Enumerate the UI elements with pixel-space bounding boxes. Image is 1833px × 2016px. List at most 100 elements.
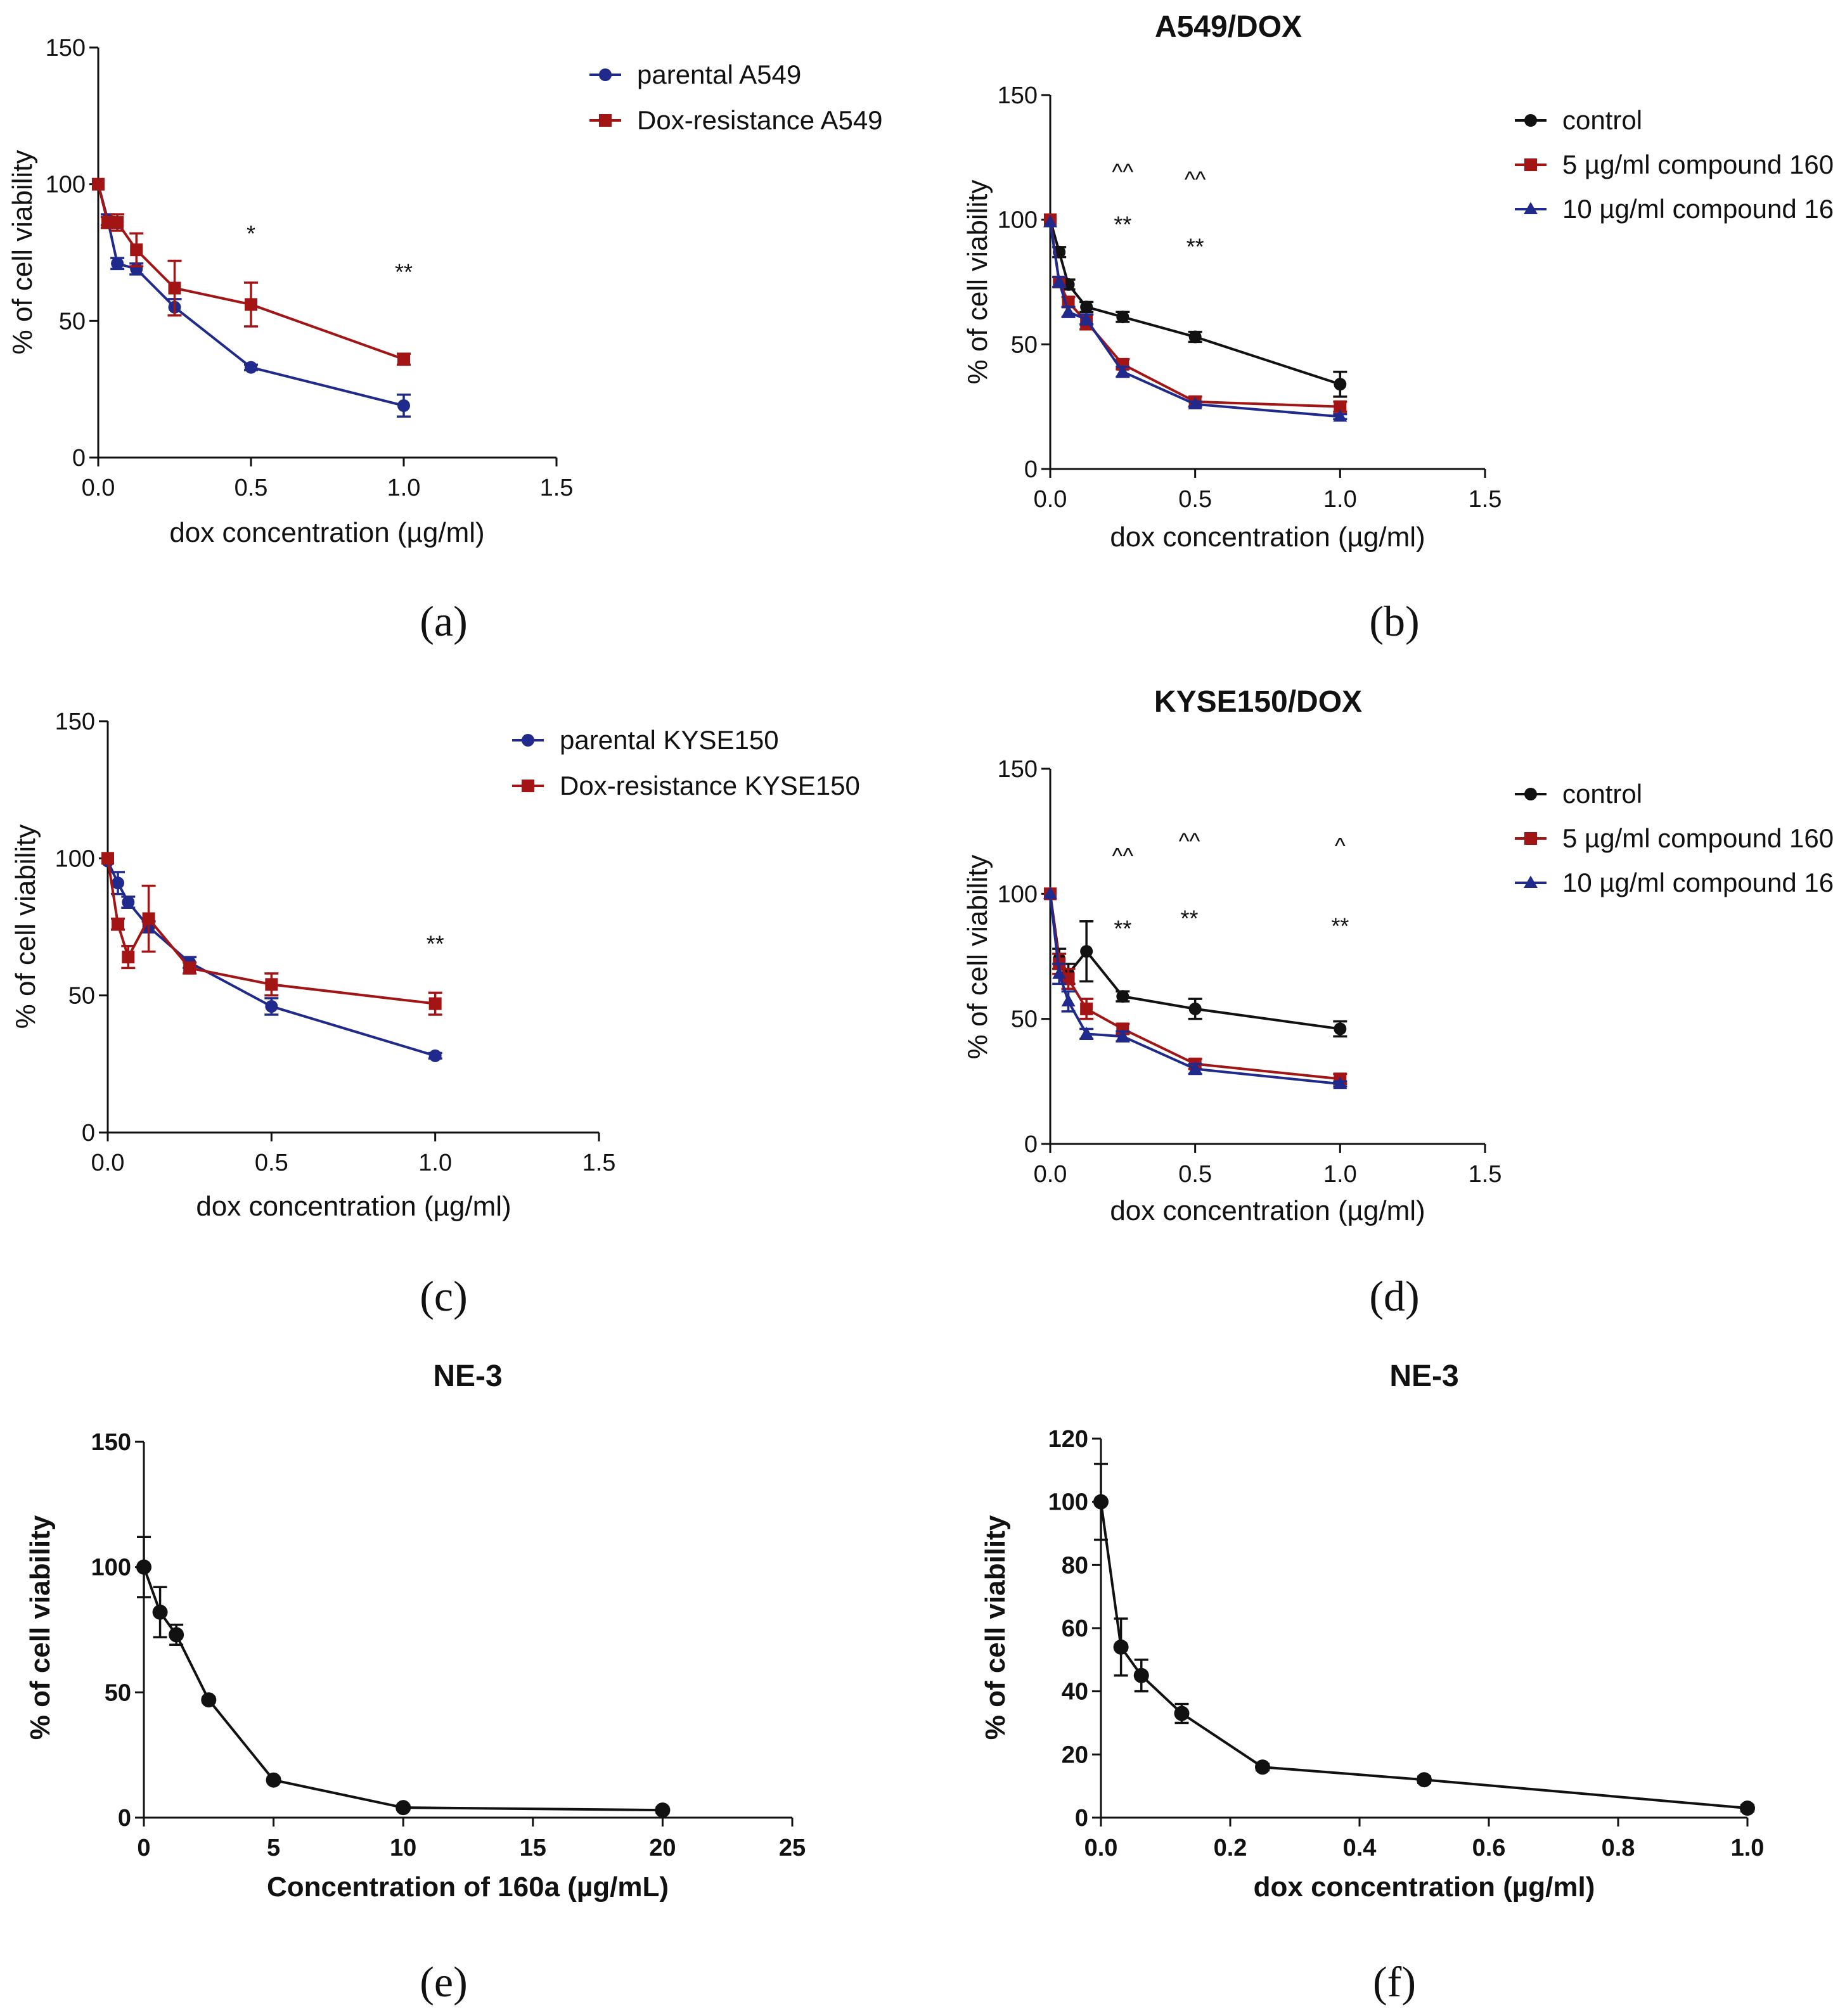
y-axis-label: % of cell viability [10,825,41,1029]
data-point [112,876,125,890]
y-tick-label: 50 [59,308,86,335]
chart-title: NE-3 [1389,1359,1458,1393]
data-point [265,978,278,991]
x-tick-label: 1.5 [540,475,574,501]
data-point [1740,1801,1755,1816]
data-point [1188,330,1202,343]
legend-label: 5 µg/ml compound 160a [1562,823,1833,853]
panel-label: (a) [420,597,467,645]
legend-label: 10 µg/ml compound 160a [1562,868,1833,897]
series-line [97,184,404,361]
legend-marker [599,68,612,81]
y-tick-label: 150 [46,35,86,61]
y-tick-label: 150 [55,709,95,735]
data-point [397,399,410,413]
legend-label: control [1562,779,1642,809]
y-tick-label: 100 [998,881,1038,908]
data-point [169,1627,184,1643]
legend-label: 10 µg/ml compound 160a [1562,194,1833,224]
x-tick-label: 0.5 [235,475,268,501]
x-tick-label: 10 [390,1835,416,1861]
data-point [1080,300,1093,314]
data-point [201,1692,217,1708]
significance-marker: ** [1187,234,1204,260]
x-axis-label: dox concentration (µg/ml) [1254,1872,1595,1903]
x-tick-label: 0.0 [1034,1161,1067,1188]
x-tick-label: 1.0 [387,475,421,501]
data-point [1061,994,1076,1007]
series-1 [101,852,442,1016]
data-point [1334,1022,1347,1036]
significance-marker: ** [1114,211,1131,237]
series-2 [1043,215,1347,422]
chart-title: NE-3 [433,1359,502,1393]
data-point [266,1772,281,1788]
data-point [1116,364,1130,377]
data-point [152,1604,168,1620]
data-point [111,257,124,270]
x-axis-label: dox concentration (µg/ml) [1110,1195,1425,1226]
y-axis-label: % of cell viability [962,855,993,1060]
legend-marker [1524,832,1537,845]
panel-label: (c) [420,1272,467,1320]
data-point [101,852,114,865]
x-axis-label: dox concentration (µg/ml) [196,1191,511,1222]
y-tick-label: 80 [1062,1552,1088,1579]
legend-label: Dox-resistance A549 [637,105,883,135]
x-tick-label: 1.5 [582,1150,616,1176]
series-line [1100,1501,1748,1810]
panel-label: (d) [1369,1272,1419,1320]
significance-marker: ** [395,259,413,285]
data-point [183,961,196,975]
data-point [1079,1026,1094,1039]
x-tick-label: 1.0 [1323,486,1357,513]
data-point [1052,274,1067,287]
x-tick-label: 25 [779,1835,806,1861]
data-point [1255,1759,1270,1775]
chart-panel-c: 0.0 0.5 1.0 1.5 0 50 100 150 dox concentration (… [10,709,860,1320]
y-tick-label: 50 [105,1679,131,1706]
series-2 [1043,886,1347,1089]
legend-label: 5 µg/ml compound 160a [1562,150,1833,179]
x-tick-label: 0.5 [1178,486,1212,513]
panel-label: (f) [1373,1958,1416,2006]
legend-marker [522,780,534,792]
significance-marker: ^ [1335,833,1346,859]
y-tick-label: 100 [91,1555,131,1581]
data-point [1333,409,1347,422]
legend-marker [1524,788,1537,800]
series-line [106,860,436,1057]
significance-marker: ^^ [1185,167,1206,193]
data-point [1116,1029,1130,1042]
data-point [396,1800,411,1816]
x-tick-label: 5 [267,1835,280,1861]
data-point [112,918,125,931]
data-point [1113,1639,1129,1655]
legend-marker [599,114,612,127]
chart-panel-f: 0.0 0.2 0.4 0.6 0.8 1.0 0 20 40 60 80 100 120 dox con… [980,1359,1764,2006]
panel-label: (e) [420,1958,467,2006]
y-axis-label: % of cell viability [7,150,38,355]
significance-marker: ^^ [1112,159,1133,185]
x-tick-label: 0.5 [255,1150,288,1176]
y-tick-label: 50 [1011,1006,1038,1033]
chart-title: A549/DOX [1155,10,1302,44]
y-tick-label: 100 [55,845,95,872]
y-tick-label: 150 [998,82,1038,109]
x-tick-label: 0.6 [1472,1835,1506,1861]
data-point [111,216,124,229]
x-tick-label: 1.0 [1323,1161,1357,1188]
x-axis-label: dox concentration (µg/ml) [1110,522,1425,553]
chart-panel-a: 0.0 0.5 1.0 1.5 0 50 100 150 dox concentration (… [7,35,883,645]
data-point [1043,886,1057,899]
legend-marker [1524,158,1537,171]
chart-panel-b: 0.0 0.5 1.0 1.5 0 50 100 150 dox concentration (… [962,10,1833,645]
y-tick-label: 0 [1024,1131,1038,1158]
data-point [1043,215,1057,228]
data-point [1079,312,1094,324]
y-tick-label: 120 [1048,1426,1088,1453]
data-point [1080,945,1093,958]
significance-marker: ^^ [1112,843,1133,869]
data-point [265,999,278,1013]
